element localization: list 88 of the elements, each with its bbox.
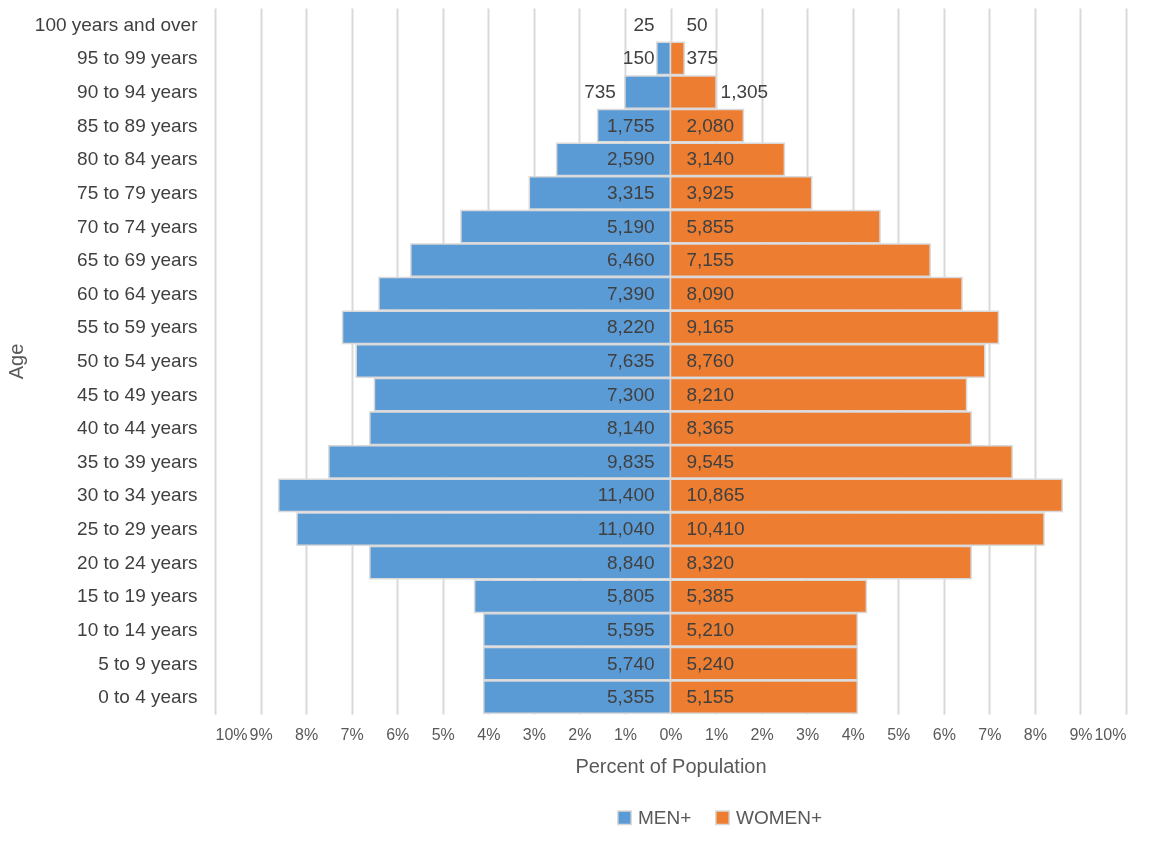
annotation: 6,460 (607, 249, 655, 271)
x-tick-label: 5% (887, 725, 911, 743)
annotation: 2,080 (686, 114, 734, 136)
y-tick-label: 60 to 64 years (77, 282, 198, 304)
y-tick-label: 50 to 54 years (77, 350, 198, 371)
y-tick-label: 10 to 14 years (77, 618, 198, 640)
annotation: 50 (686, 13, 708, 35)
annotation: 5,240 (686, 652, 734, 674)
y-tick-label: 65 to 69 years (77, 249, 198, 271)
y-tick-label: 90 to 94 years (77, 81, 198, 103)
y-tick-label: 55 to 59 years (77, 316, 198, 338)
y-tick-label: 15 to 19 years (77, 585, 198, 607)
y-tick-label: 75 to 79 years (77, 181, 198, 203)
annotation: 150 (622, 47, 655, 69)
x-tick-label: 3% (522, 725, 546, 743)
annotation: 7,300 (607, 383, 655, 405)
x-tick-label: 8% (1023, 725, 1047, 743)
x-tick-label: 9% (249, 725, 273, 743)
y-axis-title: Age (4, 343, 27, 380)
annotation: 9,165 (686, 316, 734, 338)
x-tick-label: 3% (796, 725, 820, 743)
y-tick-label: 100 years and over (34, 13, 199, 35)
y-tick-label: 80 to 84 years (77, 148, 198, 170)
y-tick-label: 5 to 9 years (98, 652, 198, 674)
annotation: 11,040 (597, 518, 655, 540)
x-tick-label: 9% (1069, 725, 1093, 743)
annotation: 8,760 (686, 350, 734, 371)
x-tick-label: 6% (386, 725, 410, 743)
annotation: 3,315 (607, 181, 655, 203)
y-tick-label: 30 to 34 years (77, 484, 198, 506)
annotation: 10,865 (686, 484, 745, 506)
annotation: 5,740 (607, 652, 655, 674)
annotation: 8,840 (607, 551, 655, 573)
annotation: 5,805 (607, 585, 655, 607)
annotation: 8,210 (686, 383, 734, 405)
y-tick-label: 95 to 99 years (77, 47, 198, 69)
annotation: 8,320 (686, 551, 734, 573)
x-tick-label: 10% (215, 725, 248, 743)
y-tick-label: 70 to 74 years (77, 215, 198, 237)
x-tick-label: 6% (932, 725, 956, 743)
annotation: 9,835 (607, 450, 655, 472)
annotation: 10,410 (686, 518, 745, 540)
annotation: 8,220 (607, 316, 655, 338)
annotation: 1,305 (720, 81, 769, 103)
annotation: 8,090 (686, 282, 734, 304)
x-tick-label: 2% (750, 725, 774, 743)
annotation: 7,155 (686, 249, 734, 271)
y-tick-label: 20 to 24 years (77, 551, 198, 573)
annotation: 8,365 (686, 417, 734, 439)
x-tick-label: 10% (1094, 725, 1127, 743)
y-tick-label: 40 to 44 years (77, 417, 198, 439)
annotation: 3,140 (686, 148, 734, 170)
annotation: 5,385 (686, 585, 734, 607)
y-tick-label: 45 to 49 years (77, 383, 198, 405)
annotation: 1,755 (607, 114, 655, 136)
annotation: 5,190 (607, 215, 655, 237)
y-tick-label: 35 to 39 years (77, 450, 198, 472)
annotation: 5,855 (686, 215, 734, 237)
annotation: 3,925 (686, 181, 734, 203)
annotation: 2,590 (607, 148, 655, 170)
annotation: 5,595 (607, 618, 655, 640)
annotation: 5,155 (686, 686, 734, 708)
x-tick-label: 7% (340, 725, 364, 743)
annotation: 7,635 (607, 350, 655, 371)
annotation: 735 (584, 81, 616, 103)
y-tick-label: 0 to 4 years (98, 686, 198, 708)
annotation: 375 (686, 47, 719, 69)
x-tick-label: 1% (704, 725, 729, 743)
legend-label: MEN+ (638, 806, 692, 828)
x-tick-label: 5% (431, 725, 455, 743)
annotation: 11,400 (597, 484, 655, 506)
annotation: 5,355 (607, 686, 655, 708)
x-tick-label: 4% (477, 725, 501, 743)
annotation: 8,140 (607, 417, 655, 439)
annotation: 9,545 (686, 450, 734, 472)
annotation: 25 (633, 13, 655, 35)
x-tick-label: 4% (841, 725, 865, 743)
x-tick-label: 1% (613, 725, 638, 743)
x-tick-label: 7% (978, 725, 1002, 743)
x-tick-label: 2% (568, 725, 592, 743)
x-tick-label: 8% (295, 725, 319, 743)
y-tick-label: 85 to 89 years (77, 114, 198, 136)
annotation: 5,210 (686, 618, 734, 640)
annotation: 7,390 (607, 282, 655, 304)
x-axis-title: Percent of Population (575, 754, 767, 777)
legend-label: WOMEN+ (736, 806, 823, 828)
x-tick-label: 0% (659, 725, 683, 743)
y-tick-label: 25 to 29 years (77, 518, 198, 540)
